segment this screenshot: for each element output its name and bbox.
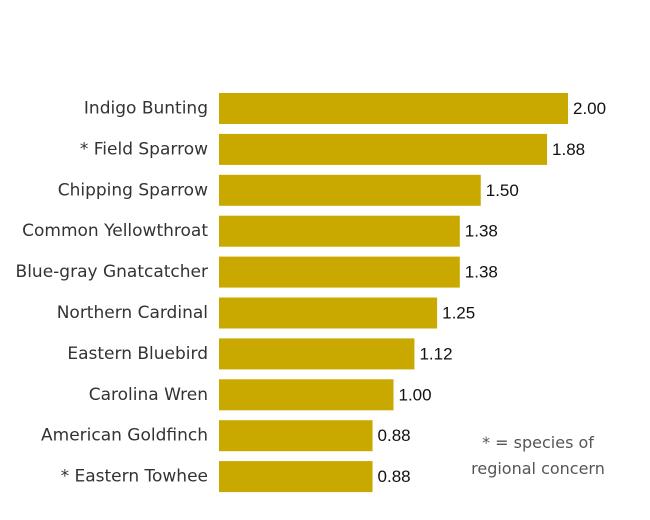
note-line-2: regional concern bbox=[471, 459, 605, 478]
value-label-6: 1.12 bbox=[419, 344, 452, 363]
value-label-0: 2.00 bbox=[573, 99, 606, 118]
regional-concern-note: * = species of regional concern bbox=[458, 430, 618, 482]
bar-4 bbox=[219, 256, 460, 288]
note-line-1: * = species of bbox=[482, 433, 594, 452]
value-label-9: 0.88 bbox=[378, 467, 411, 486]
category-label-9: * Eastern Towhee bbox=[61, 467, 208, 487]
category-label-7: Carolina Wren bbox=[89, 385, 208, 405]
category-label-2: Chipping Sparrow bbox=[58, 180, 208, 200]
category-label-1: * Field Sparrow bbox=[80, 139, 208, 159]
bar-6 bbox=[219, 338, 415, 370]
value-label-7: 1.00 bbox=[399, 385, 432, 404]
category-label-8: American Goldfinch bbox=[41, 426, 208, 446]
bar-7 bbox=[219, 379, 394, 411]
category-label-4: Blue-gray Gnatcatcher bbox=[16, 262, 208, 282]
bar-5 bbox=[219, 297, 438, 329]
value-label-3: 1.38 bbox=[465, 222, 498, 241]
bar-2 bbox=[219, 174, 481, 206]
value-label-4: 1.38 bbox=[465, 263, 498, 282]
category-label-6: Eastern Bluebird bbox=[67, 344, 208, 364]
value-label-5: 1.25 bbox=[442, 304, 475, 323]
bar-3 bbox=[219, 215, 460, 247]
bar-8 bbox=[219, 420, 373, 452]
category-labels-group: Indigo Bunting * Field Sparrow Chipping Sp… bbox=[16, 99, 209, 487]
category-label-5: Northern Cardinal bbox=[57, 303, 208, 323]
value-labels-group: 2.00 1.88 1.50 1.38 1.38 1.25 1.12 1.00 0.88 0.88 bbox=[378, 99, 607, 486]
value-label-8: 0.88 bbox=[378, 426, 411, 445]
value-label-2: 1.50 bbox=[486, 181, 519, 200]
value-label-1: 1.88 bbox=[552, 140, 585, 159]
bar-0 bbox=[219, 93, 568, 124]
category-label-3: Common Yellowthroat bbox=[22, 221, 208, 241]
bars-group bbox=[219, 93, 568, 493]
bar-9 bbox=[219, 461, 373, 493]
bar-1 bbox=[219, 133, 548, 165]
category-label-0: Indigo Bunting bbox=[84, 99, 208, 119]
